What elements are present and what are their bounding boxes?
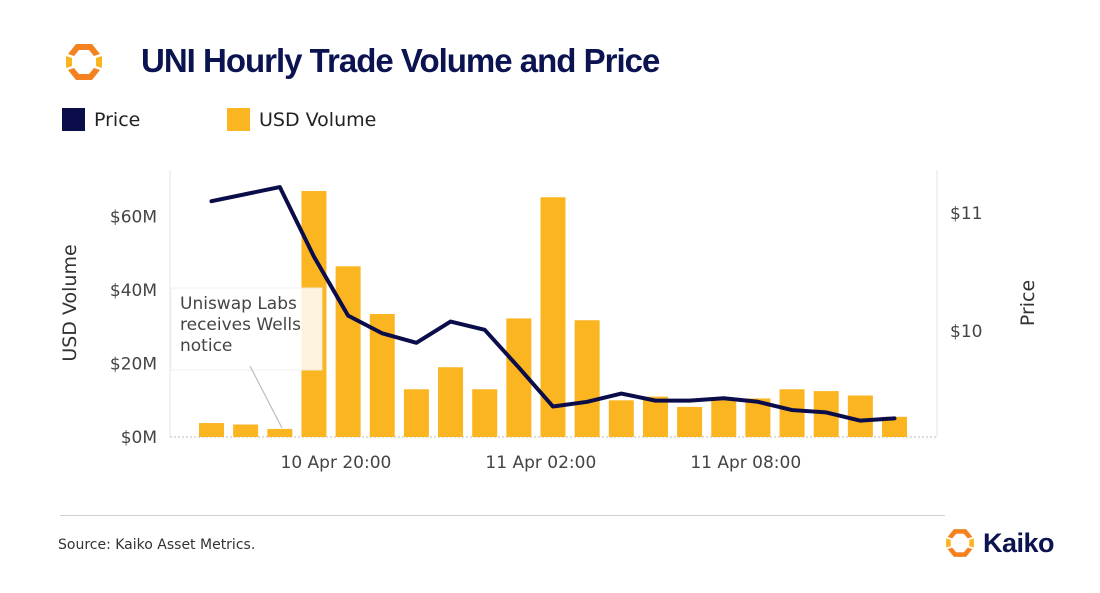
x-tick-label: 11 Apr 08:00	[690, 453, 801, 473]
volume-bar	[199, 423, 224, 437]
x-tick-label: 11 Apr 02:00	[485, 453, 596, 473]
annotation-box	[170, 287, 323, 371]
volume-bar	[779, 389, 805, 437]
legend-swatch-usd-volume	[227, 108, 250, 131]
y-tick-label: $40M	[110, 281, 157, 301]
volume-bar	[233, 424, 259, 437]
footer-divider	[60, 515, 945, 516]
y-tick-label: $20M	[110, 355, 157, 375]
y2-axis-title: Price	[1017, 280, 1039, 326]
kaiko-hexagon-icon	[946, 529, 974, 557]
volume-bar	[608, 400, 634, 437]
y-tick-label: $0M	[121, 428, 157, 448]
legend-label-usd-volume: USD Volume	[259, 108, 377, 131]
source-note: Source: Kaiko Asset Metrics.	[58, 537, 256, 553]
x-tick-label: 10 Apr 20:00	[281, 453, 392, 473]
legend-label-price: Price	[94, 108, 141, 131]
volume-bar	[438, 367, 464, 437]
legend-item-price: Price	[62, 108, 140, 131]
volume-bar	[540, 197, 566, 437]
y2-tick-label: $10	[950, 322, 982, 342]
volume-bar	[335, 266, 361, 437]
volume-bar	[472, 389, 498, 437]
volume-bar	[847, 395, 873, 437]
legend-item-usd-volume: USD Volume	[227, 108, 376, 131]
volume-bar	[677, 406, 703, 437]
kaiko-logo-icon	[66, 44, 102, 80]
volume-bar	[642, 396, 668, 437]
volume-bar	[267, 428, 293, 437]
page-title: UNI Hourly Trade Volume and Price	[141, 42, 660, 79]
annotation-connector	[249, 365, 283, 429]
volume-bar	[711, 400, 737, 437]
volume-bar	[574, 320, 600, 437]
brand: Kaiko	[943, 526, 1055, 560]
price-line	[209, 185, 897, 423]
volume-bar	[403, 389, 429, 437]
annotation-line: Uniswap Labs	[180, 294, 297, 314]
annotation-line: receives Wells	[180, 315, 301, 335]
legend-swatch-price	[62, 108, 85, 131]
y-tick-label: $60M	[110, 208, 157, 228]
y2-tick-label: $11	[950, 204, 982, 224]
brand-name: Kaiko	[983, 527, 1055, 558]
volume-bar	[882, 416, 907, 437]
y-axis-title: USD Volume	[59, 244, 81, 361]
annotation-line: notice	[180, 336, 232, 356]
